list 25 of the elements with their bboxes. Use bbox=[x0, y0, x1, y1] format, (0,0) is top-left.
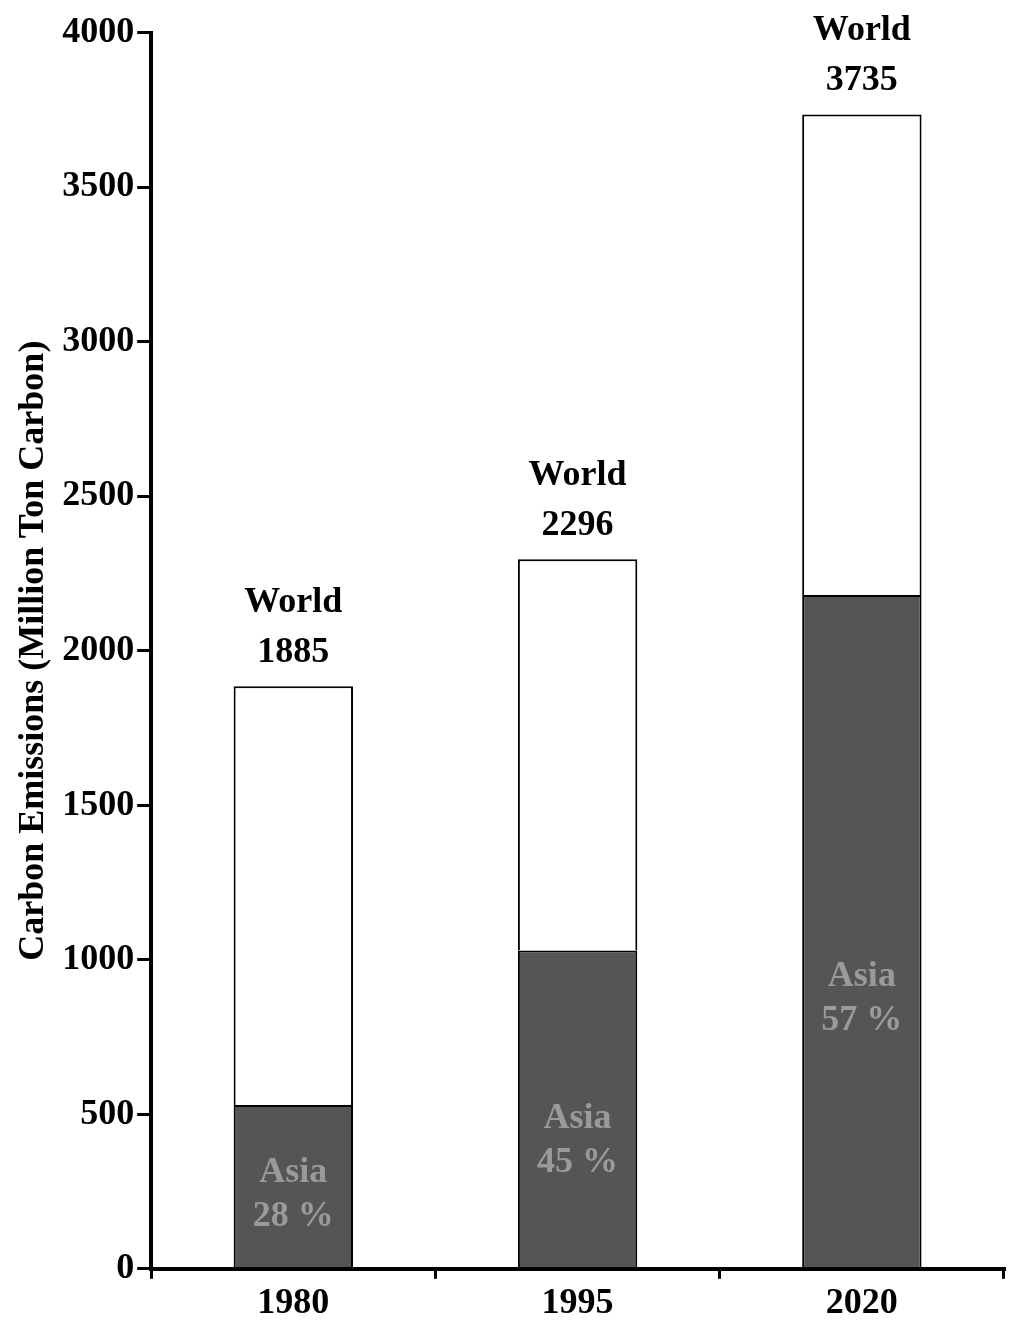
text: World bbox=[528, 452, 627, 493]
y-tick-label: 2500 bbox=[62, 473, 135, 514]
y-tick-label: 1000 bbox=[62, 937, 135, 978]
text: World bbox=[244, 579, 343, 620]
y-tick-label: 2000 bbox=[62, 628, 135, 668]
y-tick-label: 3000 bbox=[62, 318, 135, 359]
series-label: World bbox=[812, 7, 911, 48]
total-label: 3735 bbox=[825, 57, 898, 98]
annotation: 45 % bbox=[537, 1139, 619, 1180]
x-tick-label: 2020 bbox=[825, 1280, 898, 1321]
total-label: 2296 bbox=[541, 502, 614, 543]
annotation: 28 % bbox=[252, 1193, 334, 1234]
annotation: 57 % bbox=[821, 997, 903, 1038]
total-label: 1885 bbox=[257, 629, 330, 670]
text: Asia bbox=[259, 1149, 328, 1190]
y-tick-label: 4000 bbox=[62, 9, 135, 50]
text: Asia bbox=[827, 953, 896, 994]
y-tick-label: 500 bbox=[80, 1091, 135, 1132]
series-label: Asia bbox=[543, 1095, 612, 1136]
x-tick-label: 1980 bbox=[257, 1280, 330, 1321]
y-tick-label: 1500 bbox=[62, 782, 135, 823]
y-axis-title: Carbon Emissions (Million Ton Carbon) bbox=[10, 340, 51, 961]
x-tick-label: 1995 bbox=[541, 1280, 614, 1321]
y-tick-label: 0 bbox=[116, 1246, 135, 1287]
y-tick-label: 3500 bbox=[62, 164, 135, 205]
